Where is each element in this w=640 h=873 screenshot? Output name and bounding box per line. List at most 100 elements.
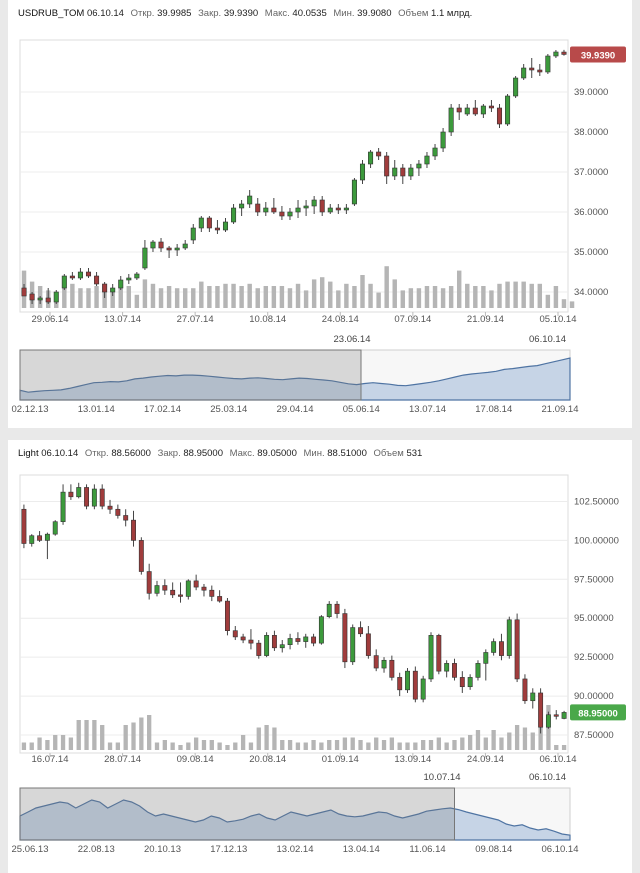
navigator-tick-label: 11.06.14 bbox=[409, 844, 445, 855]
volume-bar bbox=[529, 283, 534, 308]
volume-bar bbox=[207, 286, 212, 308]
candle bbox=[134, 273, 140, 279]
candle bbox=[150, 241, 156, 249]
last-price-label: 88.95000 bbox=[578, 708, 618, 719]
candle bbox=[452, 663, 457, 678]
volume-bar bbox=[522, 727, 528, 750]
last-price-tag: 39.9390 bbox=[570, 46, 626, 63]
volume-bar bbox=[287, 288, 293, 308]
y-tick-label: 38.0000 bbox=[574, 127, 608, 138]
candle bbox=[335, 207, 341, 211]
open-label: Откр. bbox=[84, 448, 109, 459]
candle bbox=[271, 635, 277, 649]
candle bbox=[91, 488, 97, 507]
candle bbox=[475, 663, 481, 678]
candle bbox=[327, 207, 333, 213]
volume-bar bbox=[452, 740, 457, 750]
candle bbox=[115, 508, 121, 516]
candle bbox=[29, 293, 35, 301]
candle bbox=[217, 596, 223, 602]
candle bbox=[37, 535, 43, 541]
volume-bar bbox=[154, 742, 160, 750]
navigator-end-date: 06.10.14 bbox=[529, 334, 566, 345]
candle bbox=[60, 491, 66, 523]
plot-area bbox=[19, 39, 569, 313]
candle bbox=[538, 692, 544, 728]
volume-bar bbox=[569, 301, 575, 308]
volume-bar bbox=[397, 742, 402, 750]
high-label: Макс. bbox=[264, 8, 290, 19]
close-value: 88.95000 bbox=[183, 448, 223, 459]
candle bbox=[381, 659, 387, 669]
y-tick-label: 100.00000 bbox=[574, 535, 619, 546]
candle bbox=[239, 203, 245, 209]
candle bbox=[483, 652, 489, 664]
volume-bar bbox=[170, 742, 175, 750]
candle bbox=[529, 67, 535, 71]
candle bbox=[295, 638, 301, 642]
y-tick-label: 37.0000 bbox=[574, 167, 608, 178]
candle bbox=[99, 488, 105, 507]
close-label: Закр. bbox=[157, 448, 181, 459]
candle bbox=[255, 203, 261, 213]
candle bbox=[166, 247, 172, 251]
candle bbox=[256, 642, 262, 656]
candle bbox=[303, 636, 309, 642]
volume-bar bbox=[94, 286, 99, 308]
navigator-tick-label: 13.04.14 bbox=[343, 844, 380, 855]
navigator-tick-label: 13.07.14 bbox=[409, 404, 446, 415]
candle bbox=[287, 211, 293, 217]
candle bbox=[232, 630, 238, 638]
volume-bar bbox=[166, 286, 172, 308]
volume-bar bbox=[389, 737, 395, 750]
x-tick-label: 20.08.14 bbox=[249, 754, 286, 765]
volume-bar bbox=[162, 740, 167, 750]
y-tick-label: 97.50000 bbox=[574, 574, 614, 585]
x-tick-label: 16.07.14 bbox=[32, 754, 69, 765]
candle bbox=[102, 283, 108, 293]
y-tick-label: 102.50000 bbox=[574, 496, 619, 507]
volume-bar bbox=[264, 725, 269, 750]
volume-bar bbox=[78, 288, 83, 308]
navigator-window bbox=[19, 787, 455, 841]
volume-bar bbox=[400, 290, 406, 308]
candle bbox=[52, 521, 58, 535]
candle bbox=[405, 670, 410, 691]
navigator-tick-label: 29.04.14 bbox=[277, 404, 314, 415]
volume-bar bbox=[186, 742, 191, 750]
x-tick-label: 28.07.14 bbox=[104, 754, 141, 765]
candle bbox=[142, 247, 148, 269]
candle bbox=[158, 241, 164, 249]
candle bbox=[193, 580, 199, 588]
candle bbox=[464, 107, 470, 115]
candle bbox=[190, 227, 196, 241]
y-tick-label: 39.0000 bbox=[574, 87, 608, 98]
volume-bar bbox=[217, 742, 222, 750]
last-price-label: 39.9390 bbox=[581, 50, 615, 61]
volume-bar bbox=[405, 742, 410, 750]
candlestick-chart[interactable]: 34.0000 35.0000 36.0000 37.0000 38.0000 39.00… bbox=[8, 0, 632, 428]
volume-value: 1.1 млрд. bbox=[431, 8, 473, 19]
volume-bar bbox=[118, 283, 123, 308]
header-date: 06.10.14 bbox=[86, 8, 124, 19]
candle bbox=[201, 586, 207, 591]
volume-bar bbox=[215, 286, 220, 308]
candle bbox=[522, 678, 528, 702]
candle bbox=[214, 227, 220, 231]
volume-bar bbox=[182, 288, 188, 308]
candle bbox=[432, 147, 438, 157]
high-label: Макс. bbox=[229, 448, 255, 459]
candle bbox=[553, 51, 559, 57]
navigator-tick-label: 22.08.13 bbox=[78, 844, 115, 855]
navigator-window bbox=[19, 349, 362, 401]
candle bbox=[287, 638, 293, 645]
candle bbox=[68, 491, 74, 498]
volume-bar bbox=[233, 742, 238, 750]
candlestick-chart[interactable]: 87.50000 90.00000 92.50000 95.00000 97.50000… bbox=[8, 440, 632, 873]
navigator-tick-label: 20.10.13 bbox=[144, 844, 181, 855]
candle bbox=[85, 271, 92, 277]
low-label: Мин. bbox=[303, 448, 325, 459]
volume-bar bbox=[432, 286, 438, 308]
volume-bar bbox=[110, 288, 115, 308]
volume-bar bbox=[295, 742, 301, 750]
